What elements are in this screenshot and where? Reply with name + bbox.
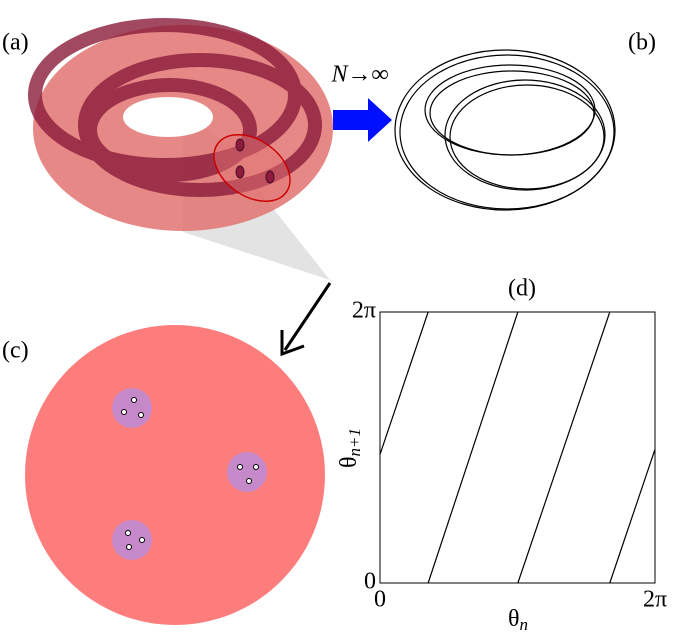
y-tick-label: 0: [364, 569, 376, 595]
panel-label: (b): [628, 30, 656, 56]
map-line: [380, 312, 655, 583]
plot-frame: [380, 312, 655, 583]
limit-label: N→∞: [330, 62, 388, 88]
x-tick-label: 2π: [643, 587, 667, 613]
arrow: [285, 283, 330, 350]
attractor: [395, 50, 615, 210]
panel-label: (c): [2, 338, 29, 364]
panel-label: (a): [2, 30, 29, 56]
y-axis-label: θn+1: [336, 428, 364, 468]
arrow: [333, 98, 392, 142]
figure: (a) N→∞ (b) (c) (d) θn θn+1 02π02π: [0, 0, 673, 633]
section-disk: [25, 325, 325, 625]
x-axis-label: θn: [508, 606, 528, 634]
torus-hole: [123, 97, 213, 137]
chart-title: (d): [508, 276, 536, 302]
arrow-head: [282, 330, 304, 354]
y-tick-label: 2π: [352, 298, 376, 324]
